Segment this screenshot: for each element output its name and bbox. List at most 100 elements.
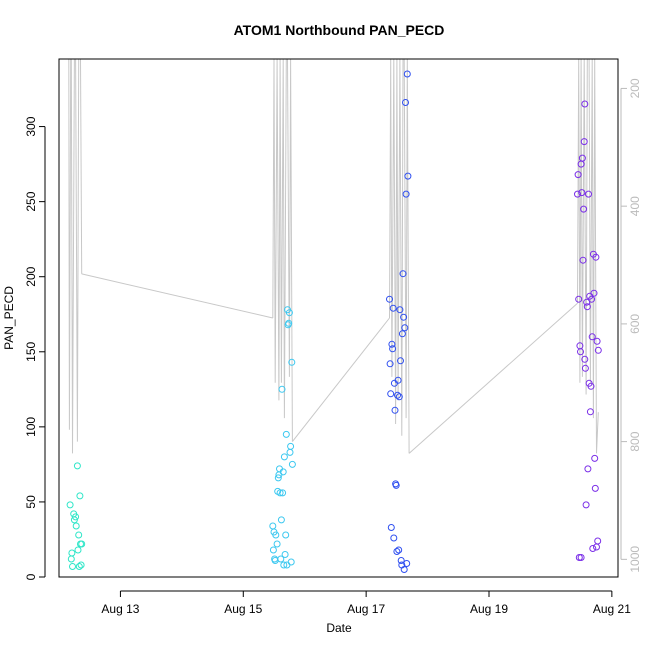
data-point	[594, 346, 602, 354]
y-tick-label: 250	[24, 191, 38, 211]
data-point	[594, 537, 602, 545]
secondary-line	[68, 59, 83, 454]
data-point	[386, 360, 394, 368]
data-point	[68, 549, 76, 557]
data-point	[593, 337, 601, 345]
data-point	[285, 319, 293, 327]
data-point	[394, 376, 402, 384]
data-point	[390, 534, 398, 542]
secondary-line	[272, 59, 293, 442]
data-point	[77, 561, 85, 569]
data-point	[277, 516, 285, 524]
data-point	[586, 408, 594, 416]
data-point	[282, 430, 290, 438]
data-point	[593, 543, 600, 551]
data-point	[400, 566, 408, 573]
points-layer	[66, 70, 602, 573]
x-tick-label: Aug 15	[224, 602, 262, 616]
secondary-y-tick-label: 800	[628, 431, 642, 451]
data-point	[269, 522, 277, 530]
secondary-line	[81, 273, 273, 319]
data-point	[403, 70, 411, 78]
data-point	[75, 531, 83, 539]
data-point	[580, 138, 588, 146]
data-point	[394, 391, 401, 399]
y-tick-label: 300	[24, 116, 38, 136]
data-point	[277, 555, 285, 563]
data-point	[589, 545, 597, 552]
data-point	[282, 531, 290, 539]
data-point	[391, 406, 399, 414]
y-tick-label: 50	[24, 495, 38, 509]
data-point	[73, 462, 81, 470]
data-point	[585, 190, 592, 198]
x-tick-label: Aug 19	[470, 602, 508, 616]
y-tick-label: 100	[24, 417, 38, 437]
data-point	[584, 465, 592, 473]
data-point	[287, 558, 295, 566]
data-point	[578, 154, 586, 162]
data-point	[401, 324, 409, 332]
data-point	[276, 489, 284, 497]
data-point	[269, 546, 277, 554]
data-point	[396, 306, 404, 314]
secondary-line	[389, 59, 410, 454]
axes-layer: Aug 13 Aug 15 Aug 17 Aug 19 Aug 21 0 50 100 150 2…	[24, 78, 642, 616]
data-point	[278, 385, 286, 393]
data-point	[76, 492, 84, 500]
data-point	[288, 358, 296, 366]
data-point	[387, 390, 395, 398]
data-point	[75, 563, 83, 570]
data-point	[279, 489, 287, 497]
secondary-series-layer	[68, 59, 599, 454]
data-point	[287, 442, 295, 450]
data-point	[67, 555, 75, 563]
secondary-line	[577, 59, 599, 454]
data-point	[397, 557, 405, 564]
data-point	[591, 484, 599, 492]
data-point	[66, 501, 74, 509]
data-point	[577, 554, 585, 561]
secondary-line	[292, 317, 390, 442]
y-tick-label: 200	[24, 266, 38, 286]
data-point	[403, 560, 411, 567]
data-point	[580, 205, 588, 213]
secondary-y-tick-label: 1000	[628, 546, 642, 573]
data-point	[398, 330, 406, 338]
data-point	[581, 100, 589, 108]
secondary-line	[408, 302, 578, 454]
data-point	[583, 298, 591, 306]
data-point	[581, 364, 589, 372]
data-point	[583, 303, 591, 311]
data-point	[591, 454, 599, 462]
x-tick-label: Aug 21	[593, 602, 631, 616]
secondary-y-tick-label: 600	[628, 314, 642, 334]
data-point	[72, 513, 80, 521]
data-point	[74, 546, 82, 554]
data-point	[402, 190, 410, 198]
data-point	[280, 453, 288, 461]
data-point	[389, 304, 397, 312]
data-point	[400, 313, 408, 321]
data-point	[590, 289, 598, 297]
data-point	[402, 99, 409, 106]
data-point	[395, 393, 403, 401]
data-point	[285, 309, 293, 317]
data-point	[393, 548, 401, 555]
data-point	[387, 524, 395, 531]
data-point	[399, 270, 407, 278]
plot-frame	[58, 58, 619, 578]
data-point	[280, 561, 288, 569]
data-point	[72, 522, 80, 530]
data-point	[578, 189, 586, 197]
secondary-y-tick-label: 200	[628, 78, 642, 98]
x-tick-label: Aug 17	[347, 602, 385, 616]
data-point	[587, 382, 595, 390]
y-axis-label: PAN_PECD	[2, 286, 16, 350]
secondary-y-tick-label: 400	[628, 196, 642, 216]
data-point	[582, 501, 590, 509]
data-point	[388, 340, 396, 348]
data-point	[404, 172, 412, 180]
